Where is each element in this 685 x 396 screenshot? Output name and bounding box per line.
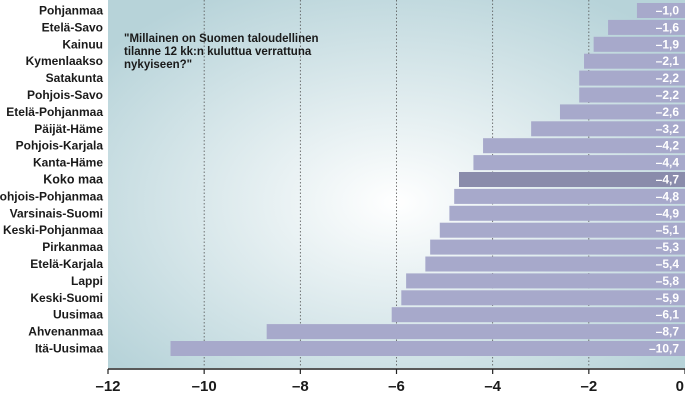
category-label: Etelä-Karjala: [30, 257, 103, 271]
bar: [170, 341, 685, 356]
value-label: –5,9: [656, 291, 680, 305]
value-label: –4,9: [656, 206, 680, 220]
category-label: Päijät-Häme: [34, 122, 103, 136]
value-label: –1,9: [656, 37, 680, 51]
x-tick-label: –6: [388, 378, 405, 395]
chart-annotation: "Millainen on Suomen taloudellinen tilann…: [124, 33, 319, 71]
bar: [584, 53, 685, 69]
bar: [430, 239, 685, 255]
value-label: –5,4: [656, 257, 680, 271]
value-label: –4,8: [656, 189, 680, 203]
category-labels: Pohjanmaa Etelä-Savo Kainuu Kymenlaakso Sata…: [0, 4, 104, 356]
bar: [483, 138, 685, 154]
bar: [636, 3, 685, 18]
category-label: Pohjanmaa: [39, 4, 103, 18]
value-label: –2,2: [656, 88, 680, 102]
category-label: Pohjois-Savo: [27, 88, 103, 102]
x-axis: –12 –10 –8 –6 –4 –2 0: [95, 368, 685, 395]
category-label: Uusimaa: [53, 308, 103, 322]
value-label: –10,7: [649, 342, 679, 356]
bar: [531, 121, 685, 137]
bar: [459, 172, 685, 187]
category-label: Kainuu: [62, 37, 103, 51]
value-label: –8,7: [656, 325, 680, 339]
value-label: –2,1: [656, 54, 680, 68]
category-label: Etelä-Pohjanmaa: [6, 105, 103, 119]
value-label: –6,1: [656, 308, 680, 322]
value-label: –4,2: [656, 139, 680, 153]
value-label: –5,1: [656, 223, 680, 237]
value-label: –1,0: [656, 4, 680, 18]
bar: [266, 324, 685, 340]
bar: [406, 273, 685, 289]
bar: [401, 290, 685, 306]
bar: [391, 307, 685, 323]
bar: [473, 155, 685, 171]
value-label: –1,6: [656, 20, 680, 34]
category-label: Koko maa: [43, 173, 104, 187]
category-label: Pohjois-Karjala: [16, 139, 104, 153]
category-label: Kymenlaakso: [26, 54, 103, 68]
category-label: Itä-Uusimaa: [35, 342, 103, 356]
bar: [579, 70, 685, 86]
bar: [593, 36, 685, 52]
category-label: Ahvenanmaa: [28, 325, 103, 339]
category-label: Etelä-Savo: [42, 20, 103, 34]
x-tick-label: –2: [580, 378, 597, 395]
bar: [454, 188, 685, 204]
value-label: –4,7: [656, 173, 680, 187]
bar: [579, 87, 685, 103]
value-label: –2,2: [656, 71, 680, 85]
bars: [170, 3, 685, 356]
category-label: Keski-Suomi: [30, 291, 103, 305]
bar: [608, 19, 685, 35]
value-label: –4,4: [656, 156, 680, 170]
bar: [425, 256, 685, 272]
value-labels: –1,0 –1,6 –1,9 –2,1 –2,2 –2,2 –2,6 –3,2 –4,2 –4,4…: [649, 4, 679, 356]
category-label: Keski-Pohjanmaa: [3, 223, 103, 237]
x-tick-label: 0: [676, 378, 684, 395]
value-label: –3,2: [656, 122, 680, 136]
category-label: Pirkanmaa: [42, 240, 103, 254]
bar: [439, 222, 685, 238]
value-label: –5,3: [656, 240, 680, 254]
x-tick-label: –12: [95, 378, 120, 395]
x-tick-label: –10: [192, 378, 217, 395]
bar: [559, 104, 685, 120]
bar: [449, 205, 685, 221]
category-label: Satakunta: [46, 71, 104, 85]
category-label: Varsinais-Suomi: [10, 206, 103, 220]
value-label: –2,6: [656, 105, 680, 119]
category-label: Pohjois-Pohjanmaa: [0, 189, 103, 203]
x-tick-label: –8: [292, 378, 309, 395]
value-label: –5,8: [656, 274, 680, 288]
category-label: Lappi: [71, 274, 103, 288]
x-tick-label: –4: [484, 378, 501, 395]
category-label: Kanta-Häme: [33, 156, 103, 170]
